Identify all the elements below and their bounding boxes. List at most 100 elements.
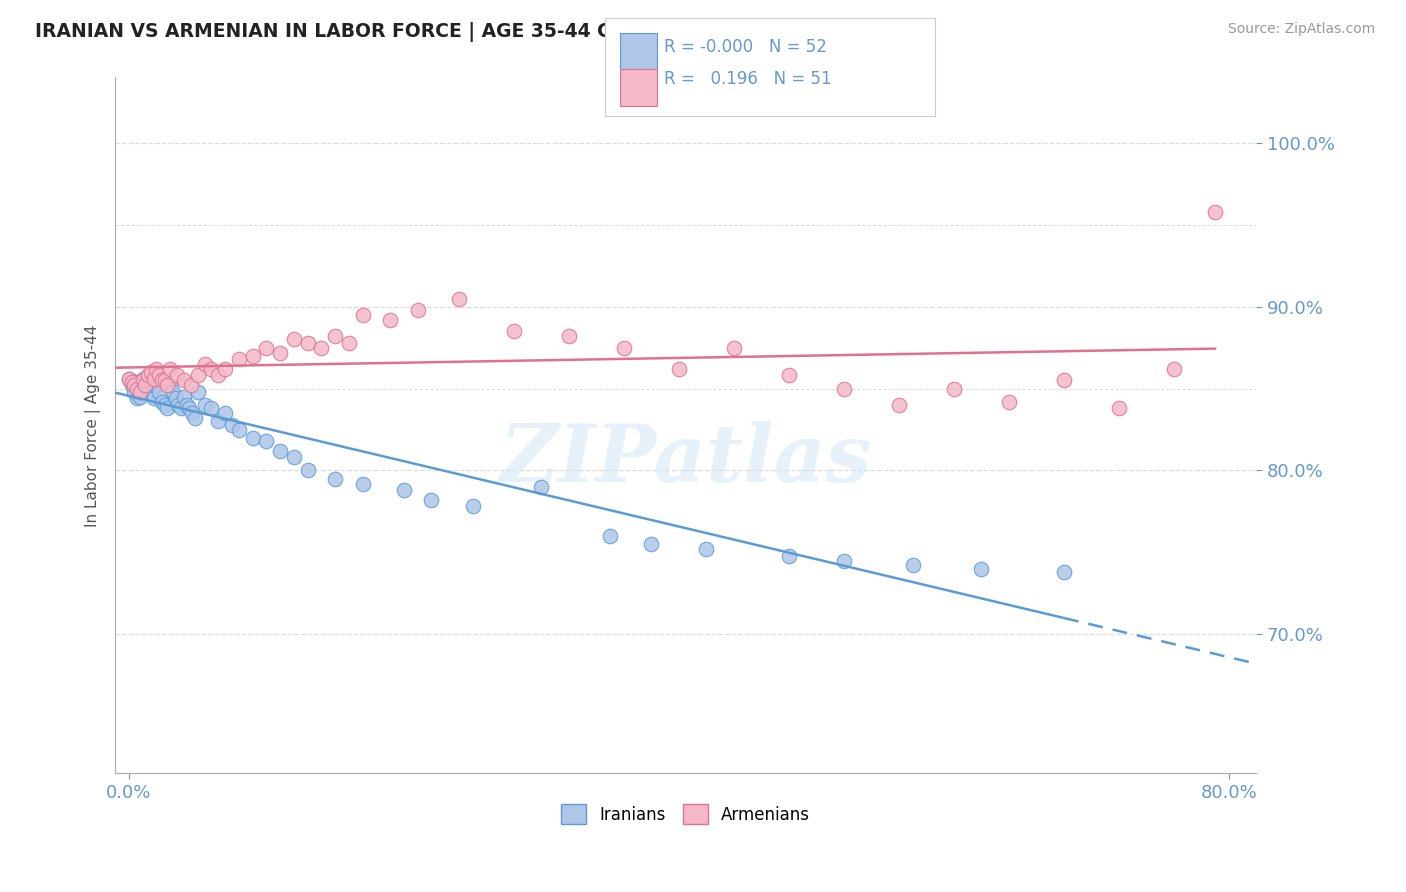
Point	[193, 398, 215, 412]
Point	[269, 345, 291, 359]
Text: R =   0.196   N = 51: R = 0.196 N = 51	[664, 70, 831, 88]
Point	[283, 333, 305, 347]
Point	[613, 341, 636, 355]
Point	[121, 375, 143, 389]
Point	[165, 392, 187, 406]
Point	[134, 378, 156, 392]
Point	[901, 558, 924, 573]
Point	[832, 382, 855, 396]
Point	[134, 378, 156, 392]
Point	[153, 398, 176, 412]
Point	[503, 324, 526, 338]
Point	[170, 401, 193, 416]
Point	[131, 373, 153, 387]
Point	[1163, 362, 1185, 376]
Point	[145, 378, 167, 392]
Point	[179, 401, 201, 416]
Point	[129, 384, 152, 399]
Point	[180, 378, 202, 392]
Point	[166, 368, 188, 383]
Point	[695, 542, 717, 557]
Point	[121, 378, 143, 392]
Point	[129, 390, 152, 404]
Point	[254, 341, 277, 355]
Point	[640, 537, 662, 551]
Point	[200, 362, 222, 376]
Point	[668, 362, 690, 376]
Point	[1053, 373, 1076, 387]
Point	[187, 384, 209, 399]
Point	[148, 384, 170, 399]
Point	[207, 414, 229, 428]
Point	[254, 434, 277, 448]
Point	[530, 480, 553, 494]
Point	[162, 384, 184, 399]
Point	[942, 382, 965, 396]
Point	[323, 472, 346, 486]
Point	[214, 406, 236, 420]
Point	[558, 329, 581, 343]
Point	[269, 443, 291, 458]
Text: Source: ZipAtlas.com: Source: ZipAtlas.com	[1227, 22, 1375, 37]
Point	[131, 372, 153, 386]
Point	[139, 365, 162, 379]
Point	[173, 373, 195, 387]
Point	[447, 292, 470, 306]
Point	[159, 378, 181, 392]
Point	[167, 398, 190, 412]
Point	[176, 398, 198, 412]
Point	[778, 549, 800, 563]
Point	[136, 382, 159, 396]
Point	[187, 368, 209, 383]
Text: R = -0.000   N = 52: R = -0.000 N = 52	[664, 38, 827, 56]
Point	[242, 349, 264, 363]
Point	[184, 411, 207, 425]
Point	[127, 392, 149, 406]
Point	[392, 483, 415, 497]
Point	[297, 463, 319, 477]
Point	[150, 394, 173, 409]
Point	[221, 417, 243, 432]
Point	[228, 423, 250, 437]
Point	[142, 392, 165, 406]
Point	[159, 362, 181, 376]
Point	[139, 384, 162, 399]
Point	[420, 492, 443, 507]
Point	[214, 362, 236, 376]
Point	[297, 335, 319, 350]
Point	[153, 373, 176, 387]
Point	[142, 372, 165, 386]
Point	[136, 368, 159, 383]
Text: ZIPatlas: ZIPatlas	[499, 422, 872, 499]
Point	[228, 352, 250, 367]
Point	[125, 375, 148, 389]
Point	[998, 394, 1021, 409]
Point	[181, 406, 204, 420]
Point	[193, 357, 215, 371]
Point	[970, 562, 993, 576]
Point	[173, 390, 195, 404]
Point	[127, 382, 149, 396]
Point	[311, 341, 333, 355]
Point	[207, 368, 229, 383]
Point	[406, 303, 429, 318]
Point	[148, 368, 170, 383]
Point	[832, 553, 855, 567]
Point	[124, 378, 146, 392]
Y-axis label: In Labor Force | Age 35-44: In Labor Force | Age 35-44	[86, 325, 101, 526]
Point	[380, 313, 402, 327]
Point	[118, 372, 141, 386]
Point	[723, 341, 745, 355]
Point	[118, 372, 141, 386]
Point	[156, 401, 179, 416]
Point	[1204, 204, 1226, 219]
Legend: Iranians, Armenians: Iranians, Armenians	[561, 804, 810, 824]
Point	[461, 500, 484, 514]
Point	[124, 384, 146, 399]
Text: IRANIAN VS ARMENIAN IN LABOR FORCE | AGE 35-44 CORRELATION CHART: IRANIAN VS ARMENIAN IN LABOR FORCE | AGE…	[35, 22, 823, 42]
Point	[283, 450, 305, 465]
Point	[150, 373, 173, 387]
Point	[887, 398, 910, 412]
Point	[337, 335, 360, 350]
Point	[242, 431, 264, 445]
